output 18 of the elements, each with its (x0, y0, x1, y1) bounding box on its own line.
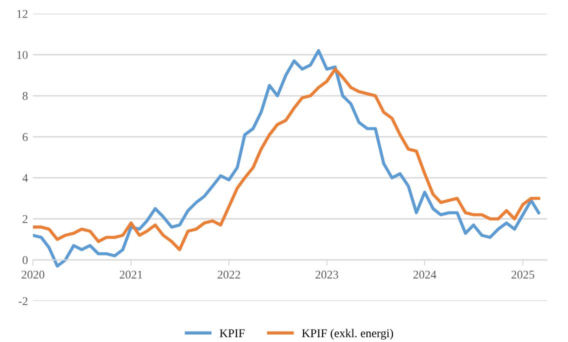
y-tick-label: 8 (22, 92, 28, 100)
x-tick-label: 2020 (22, 270, 44, 279)
legend-label: KPIF (exkl. energi) (302, 328, 394, 340)
y-tick-label: 12 (17, 10, 28, 18)
line-series (32, 68, 540, 252)
line-series (32, 49, 540, 268)
y-tick-label: 10 (17, 50, 28, 59)
y-tick-label: 4 (22, 174, 28, 182)
x-tick-label: 2023 (316, 270, 338, 279)
x-tick-label: 2024 (413, 270, 436, 279)
legend-label: KPIF (220, 329, 245, 338)
y-tick-label: 0 (22, 256, 28, 264)
x-tick-label: 2022 (218, 270, 240, 279)
x-tick-label: 2021 (120, 270, 142, 279)
y-tick-label: 2 (22, 215, 28, 223)
y-tick-label: -2 (18, 297, 28, 306)
x-tick-label: 2025 (512, 270, 534, 279)
y-tick-label: 6 (22, 133, 28, 142)
